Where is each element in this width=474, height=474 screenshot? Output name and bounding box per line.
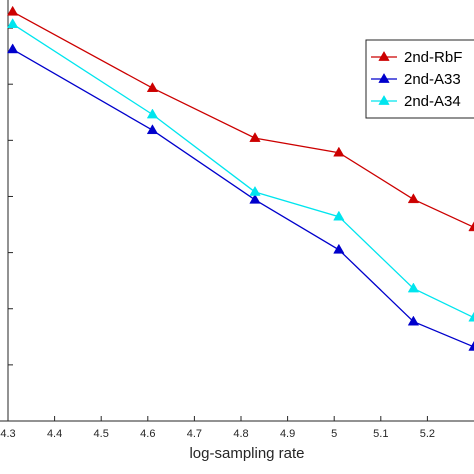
series-2nd-a33 — [7, 43, 474, 351]
data-point — [333, 243, 345, 254]
data-point — [468, 340, 474, 351]
legend-marker — [378, 50, 390, 61]
x-tick-label: 5.2 — [420, 428, 435, 440]
series-line — [12, 11, 474, 228]
legend-marker — [378, 94, 390, 105]
data-point — [468, 221, 474, 232]
data-point — [407, 193, 420, 204]
x-tick-label: 4.9 — [280, 428, 295, 440]
data-point — [407, 315, 420, 326]
legend-marker — [378, 72, 390, 83]
legend: 2nd-RbF 2nd-A33 2nd-A34 — [365, 39, 474, 119]
series-2nd-rbf — [7, 5, 474, 232]
data-point — [468, 311, 474, 322]
data-point — [7, 5, 19, 16]
x-tick-label: 4.8 — [233, 428, 248, 440]
y-ticks — [8, 27, 13, 366]
x-tick-label: 4.3 — [0, 428, 15, 440]
legend-label: 2nd-A34 — [404, 93, 461, 110]
x-tick-label: 4.5 — [94, 428, 109, 440]
series-line — [12, 48, 474, 348]
series-2nd-a34 — [7, 18, 474, 322]
data-point — [249, 185, 261, 196]
axes — [0, 0, 474, 422]
data-point — [146, 82, 159, 92]
data-point — [249, 193, 261, 204]
x-tick-label: 4.6 — [140, 428, 155, 440]
data-point — [7, 18, 19, 28]
x-ticks: 4.3 4.4 4.5 4.6 4.7 4.8 4.9 5 5.1 5.2 — [0, 416, 435, 440]
data-point — [146, 108, 159, 119]
x-tick-label: 4.4 — [47, 428, 62, 440]
data-point — [249, 132, 261, 142]
x-tick-label: 4.7 — [187, 428, 202, 440]
x-tick-label: 5 — [331, 428, 337, 440]
series-line — [12, 23, 474, 319]
legend-label: 2nd-A33 — [404, 71, 461, 88]
x-axis-label: log-sampling rate — [189, 445, 304, 462]
legend-label: 2nd-RbF — [404, 49, 462, 66]
data-point — [333, 146, 345, 157]
series-lines — [7, 5, 474, 351]
data-point — [407, 282, 420, 293]
data-point — [146, 124, 159, 135]
data-point — [333, 210, 345, 221]
data-point — [7, 43, 19, 54]
x-tick-label: 5.1 — [373, 428, 388, 440]
